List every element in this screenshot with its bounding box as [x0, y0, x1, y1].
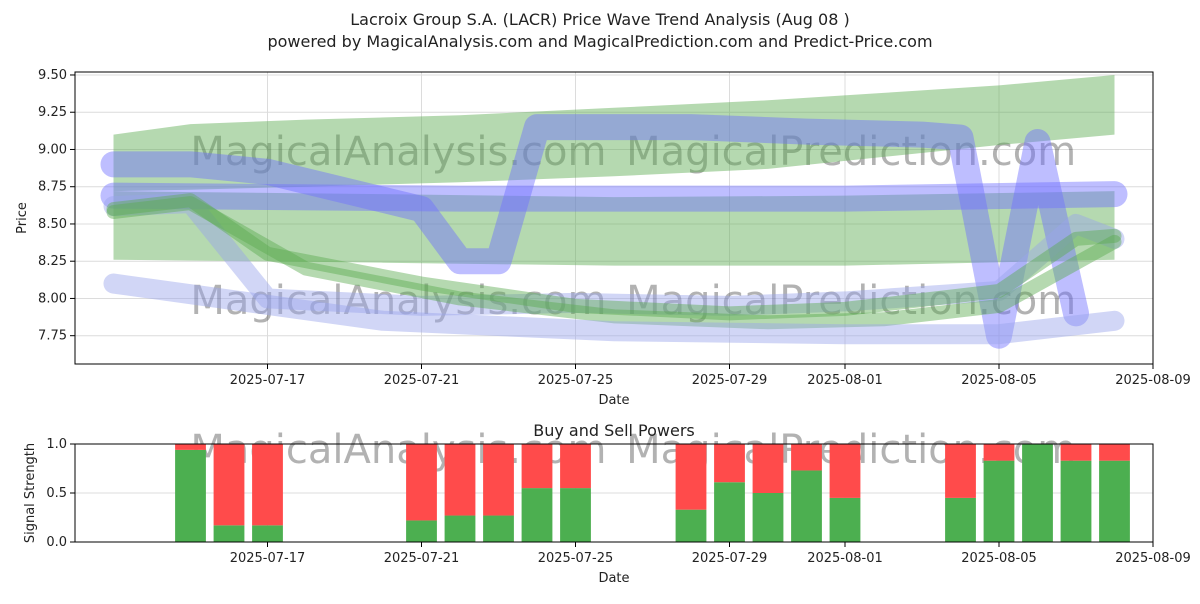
buy-bar: [175, 449, 206, 542]
y-tick-label: 9.50: [38, 68, 67, 83]
x-tick-label: 2025-07-25: [538, 373, 614, 388]
x-tick-label: 2025-07-21: [384, 373, 460, 388]
buy-bar: [483, 515, 514, 542]
buy-bar: [983, 460, 1015, 542]
x-tick-label: 2025-07-17: [230, 551, 306, 566]
trend-band-1: [113, 191, 1115, 266]
sell-bar: [483, 444, 514, 516]
x-axis-label: Date: [598, 393, 629, 408]
trend-wave-6: [106, 196, 1122, 330]
sell-bar: [714, 444, 745, 483]
x-tick-label: 2025-07-17: [230, 373, 306, 388]
trend-wave-5: [106, 193, 1122, 321]
watermark: MagicalPrediction.com: [626, 278, 1076, 324]
buy-bar: [829, 497, 861, 542]
watermark: MagicalPrediction.com: [626, 129, 1076, 175]
buy-bar: [945, 497, 976, 542]
y-tick-label: 8.25: [38, 254, 67, 269]
trend-wave-3: [100, 181, 1128, 212]
trend-band-0: [113, 74, 1115, 192]
buy-bar: [560, 488, 591, 542]
sell-bar: [945, 444, 976, 498]
buy-bar: [1060, 460, 1092, 542]
sell-bar: [521, 444, 553, 489]
y-tick-label: 8.75: [38, 180, 67, 195]
chart-subtitle: powered by MagicalAnalysis.com and Magic…: [267, 32, 932, 51]
sell-bar: [791, 444, 822, 471]
buy-bar: [444, 515, 476, 542]
x-tick-label: 2025-08-01: [807, 373, 883, 388]
x-tick-label: 2025-07-25: [538, 551, 614, 566]
buy-bar: [1099, 460, 1130, 542]
sell-bar: [1060, 444, 1092, 461]
buy-bar: [1022, 444, 1053, 542]
y-axis-label: Price: [15, 202, 30, 234]
sell-bar: [175, 444, 206, 450]
sell-bar: [560, 444, 591, 489]
sell-bar: [252, 444, 283, 526]
buy-bar: [213, 525, 245, 542]
y-tick-label: 0.5: [46, 486, 67, 501]
sell-bar: [829, 444, 861, 498]
watermark: MagicalAnalysis.com: [190, 129, 606, 175]
trend-wave-7: [103, 273, 1125, 345]
sell-bar: [1099, 444, 1130, 461]
buy-bar: [406, 520, 437, 542]
x-tick-label: 2025-08-05: [961, 551, 1037, 566]
y-tick-label: 1.0: [46, 437, 67, 452]
trend-wave-2: [100, 114, 1089, 349]
y-tick-label: 0.0: [46, 535, 67, 550]
x-tick-label: 2025-07-21: [384, 551, 460, 566]
sell-bar: [406, 444, 437, 521]
y-tick-label: 9.25: [38, 105, 67, 120]
x-tick-label: 2025-08-09: [1115, 373, 1191, 388]
buy-bar: [521, 488, 553, 542]
trend-wave-4: [103, 193, 1125, 316]
y-tick-label: 7.75: [38, 329, 67, 344]
buy-bar: [714, 482, 745, 542]
x-axis-label: Date: [598, 571, 629, 586]
x-tick-label: 2025-07-29: [692, 551, 768, 566]
sell-bar: [983, 444, 1015, 461]
buy-bar: [675, 509, 707, 542]
sell-bar: [444, 444, 476, 516]
buy-bar: [252, 525, 283, 542]
sell-bar: [752, 444, 784, 493]
chart-title: Lacroix Group S.A. (LACR) Price Wave Tre…: [350, 10, 849, 29]
x-tick-label: 2025-08-09: [1115, 551, 1191, 566]
sell-bar: [213, 444, 245, 526]
subplot-title: Buy and Sell Powers: [533, 421, 695, 440]
panel-1: MagicalAnalysis.comMagicalPrediction.com…: [23, 421, 1191, 586]
buy-bar: [752, 493, 784, 542]
y-tick-label: 9.00: [38, 142, 67, 157]
sell-bar: [675, 444, 707, 510]
plot-frame: [74, 71, 1154, 365]
x-tick-label: 2025-08-01: [807, 551, 883, 566]
y-tick-label: 8.00: [38, 291, 67, 306]
x-tick-label: 2025-07-29: [692, 373, 768, 388]
y-tick-label: 8.50: [38, 217, 67, 232]
panel-0: MagicalAnalysis.com MagicalPrediction.com…: [15, 68, 1191, 408]
watermark: MagicalAnalysis.com: [190, 278, 606, 324]
x-tick-label: 2025-08-05: [961, 373, 1037, 388]
y-axis-label: Signal Strength: [23, 443, 38, 543]
buy-bar: [791, 470, 822, 542]
